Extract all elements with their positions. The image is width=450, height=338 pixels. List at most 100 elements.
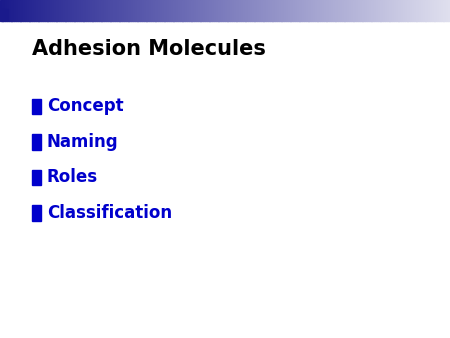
Bar (344, 0, 347, 21)
Bar (374, 0, 376, 21)
Bar (117, 0, 120, 21)
Bar (436, 0, 439, 21)
Bar (335, 0, 338, 21)
Bar (148, 0, 151, 21)
Bar (439, 0, 441, 21)
Bar (295, 0, 297, 21)
Bar (317, 0, 320, 21)
Bar (108, 0, 111, 21)
Bar (160, 0, 162, 21)
Bar (76, 0, 79, 21)
Bar (101, 0, 104, 21)
Bar (351, 0, 354, 21)
Bar (288, 0, 291, 21)
Bar (180, 0, 183, 21)
Bar (367, 0, 369, 21)
Text: Classification: Classification (47, 204, 172, 222)
Bar (385, 0, 387, 21)
Bar (353, 0, 356, 21)
Bar (346, 0, 349, 21)
Bar (396, 0, 399, 21)
Bar (191, 0, 194, 21)
Bar (7, 0, 9, 21)
Bar (45, 0, 48, 21)
Bar (308, 0, 311, 21)
Bar (52, 0, 54, 21)
Bar (398, 0, 401, 21)
Bar (70, 0, 72, 21)
Bar (322, 0, 324, 21)
Bar (430, 0, 432, 21)
Bar (428, 0, 430, 21)
Bar (394, 0, 396, 21)
Bar (223, 0, 225, 21)
Bar (162, 0, 165, 21)
Bar (331, 0, 333, 21)
Bar (110, 0, 113, 21)
Bar (338, 0, 340, 21)
Bar (418, 0, 421, 21)
Bar (340, 0, 342, 21)
Bar (142, 0, 144, 21)
Bar (416, 0, 419, 21)
Bar (448, 0, 450, 21)
Bar (263, 0, 266, 21)
Bar (441, 0, 444, 21)
Bar (0, 0, 3, 21)
Bar (81, 0, 84, 21)
Bar (74, 0, 77, 21)
Bar (230, 0, 232, 21)
Bar (29, 0, 32, 21)
Bar (79, 0, 81, 21)
Bar (400, 0, 403, 21)
Bar (164, 0, 167, 21)
Bar (241, 0, 243, 21)
Bar (184, 0, 187, 21)
Bar (277, 0, 279, 21)
Bar (378, 0, 381, 21)
Bar (220, 0, 223, 21)
Bar (27, 0, 30, 21)
Bar (171, 0, 174, 21)
Bar (166, 0, 169, 21)
Bar (169, 0, 171, 21)
Bar (270, 0, 273, 21)
Bar (106, 0, 108, 21)
Bar (11, 0, 14, 21)
Bar (144, 0, 147, 21)
Bar (389, 0, 392, 21)
Bar (32, 134, 41, 149)
Bar (173, 0, 176, 21)
Bar (443, 0, 446, 21)
Bar (40, 0, 43, 21)
Bar (234, 0, 237, 21)
Bar (274, 0, 277, 21)
Bar (97, 0, 99, 21)
Bar (268, 0, 270, 21)
Bar (320, 0, 322, 21)
Bar (32, 99, 41, 114)
Bar (151, 0, 153, 21)
Bar (284, 0, 286, 21)
Bar (421, 0, 423, 21)
Bar (306, 0, 309, 21)
Bar (212, 0, 214, 21)
Bar (434, 0, 437, 21)
Bar (32, 170, 41, 185)
Bar (250, 0, 252, 21)
Bar (403, 0, 405, 21)
Bar (16, 0, 18, 21)
Bar (128, 0, 131, 21)
Bar (189, 0, 192, 21)
Text: Concept: Concept (47, 97, 123, 116)
Bar (4, 0, 7, 21)
Bar (47, 0, 50, 21)
Bar (272, 0, 275, 21)
Bar (243, 0, 246, 21)
Bar (56, 0, 59, 21)
Bar (158, 0, 160, 21)
Bar (412, 0, 414, 21)
Bar (266, 0, 268, 21)
Bar (90, 0, 93, 21)
Bar (392, 0, 394, 21)
